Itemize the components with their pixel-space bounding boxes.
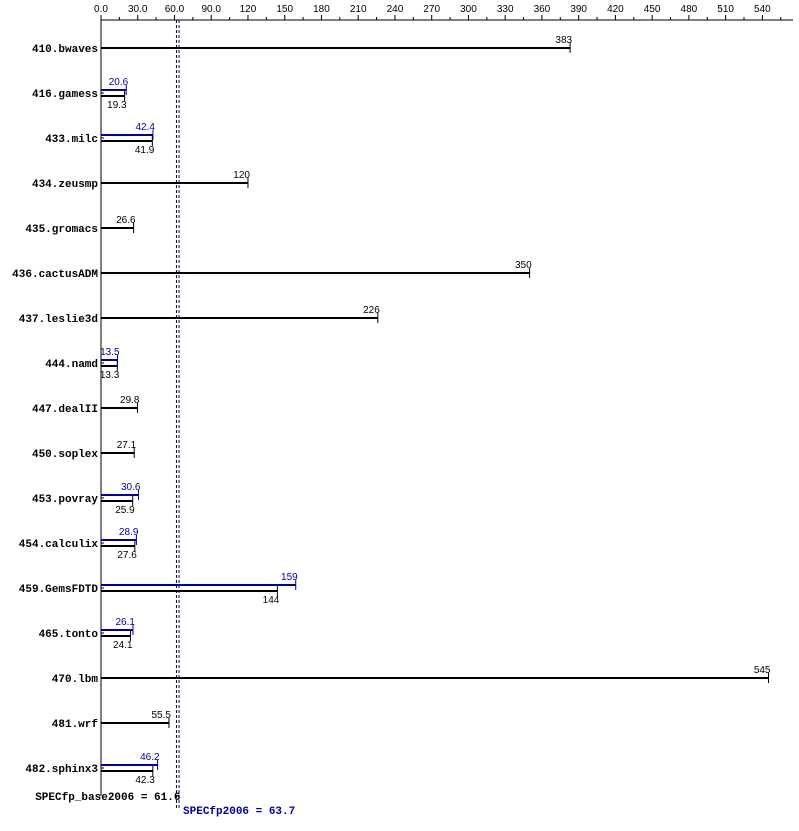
benchmark-label: 437.leslie3d: [19, 314, 98, 326]
benchmark-row: 447.dealII 29.8: [32, 395, 140, 416]
base-value-label: 24.1: [113, 640, 133, 651]
chart-svg: 0.0 30.0 60.0 90.0 120 150 180 210 240 270 300 330 3…: [0, 0, 799, 831]
benchmark-row: 459.GemsFDTD 144 159: [19, 572, 298, 606]
benchmark-row: 444.namd13.3 13.5: [45, 347, 120, 381]
footer-peak-label: SPECfp2006 = 63.7: [183, 806, 295, 818]
axis-tick-label: 60.0: [165, 4, 185, 15]
benchmark-label: 465.tonto: [39, 629, 99, 641]
benchmark-row: 465.tonto 24.1 26.1: [39, 617, 136, 651]
benchmark-row: 433.milc 41.9 42.4: [45, 122, 155, 156]
axis-tick-label: 360: [534, 4, 551, 15]
benchmark-label: 470.lbm: [52, 674, 99, 686]
benchmark-row: 481.wrf 55.5: [52, 710, 172, 731]
benchmark-row: 435.gromacs 26.6: [25, 215, 136, 236]
benchmark-row: 450.soplex 27.1: [32, 440, 137, 461]
base-value-label: 42.3: [135, 775, 155, 786]
base-value-label: 27.6: [117, 550, 137, 561]
peak-value-label: 13.5: [100, 347, 120, 358]
spec-chart: 0.0 30.0 60.0 90.0 120 150 180 210 240 270 300 330 3…: [0, 0, 799, 831]
benchmark-row: 410.bwaves 383: [32, 35, 573, 56]
benchmark-label: 433.milc: [45, 134, 98, 146]
axis-tick-label: 480: [681, 4, 698, 15]
axis-tick-label: 390: [570, 4, 587, 15]
base-value-label: 545: [754, 665, 771, 676]
benchmark-row: 453.povray 25.9 30.6: [32, 482, 141, 516]
base-value-label: 55.5: [152, 710, 172, 721]
axis-tick-label: 0.0: [94, 4, 108, 15]
benchmark-label: 459.GemsFDTD: [19, 584, 99, 596]
axis-tick-label: 210: [350, 4, 367, 15]
base-value-label: 29.8: [120, 395, 140, 406]
base-value-label: 226: [363, 305, 380, 316]
x-axis: 0.0 30.0 60.0 90.0 120 150 180 210 240 270 300 330 3…: [94, 4, 793, 20]
benchmark-label: 481.wrf: [52, 719, 99, 731]
axis-tick-label: 330: [497, 4, 514, 15]
base-value-label: 350: [515, 260, 532, 271]
benchmark-label: 453.povray: [32, 494, 98, 506]
base-value-label: 26.6: [116, 215, 136, 226]
axis-tick-label: 120: [240, 4, 257, 15]
axis-tick-label: 90.0: [201, 4, 221, 15]
benchmark-row: 470.lbm 545: [52, 665, 771, 686]
base-value-label: 19.3: [107, 100, 127, 111]
axis-tick-label: 240: [387, 4, 404, 15]
benchmarks: 410.bwaves383416.gamess19.320.6433.milc4…: [12, 35, 771, 786]
axis-tick-label: 270: [423, 4, 440, 15]
benchmark-label: 434.zeusmp: [32, 179, 98, 191]
base-value-label: 120: [233, 170, 250, 181]
base-value-label: 41.9: [135, 145, 155, 156]
peak-value-label: 30.6: [121, 482, 141, 493]
benchmark-row: 434.zeusmp 120: [32, 170, 250, 191]
base-value-label: 13.3: [100, 370, 120, 381]
benchmark-label: 435.gromacs: [25, 224, 98, 236]
peak-value-label: 42.4: [135, 122, 155, 133]
benchmark-label: 447.dealII: [32, 404, 98, 416]
axis-tick-label: 420: [607, 4, 624, 15]
axis-tick-label: 510: [717, 4, 734, 15]
benchmark-row: 436.cactusADM 350: [12, 260, 532, 281]
benchmark-row: 437.leslie3d 226: [19, 305, 380, 326]
axis-tick-label: 540: [754, 4, 771, 15]
benchmark-row: 416.gamess 19.3 20.6: [32, 77, 129, 111]
axis-tick-label: 30.0: [128, 4, 148, 15]
benchmark-label: 410.bwaves: [32, 44, 98, 56]
base-value-label: 383: [555, 35, 572, 46]
benchmark-label: 482.sphinx3: [25, 764, 98, 776]
peak-value-label: 26.1: [115, 617, 135, 628]
benchmark-label: 436.cactusADM: [12, 269, 98, 281]
peak-value-label: 20.6: [109, 77, 129, 88]
axis-tick-label: 450: [644, 4, 661, 15]
base-value-label: 144: [263, 595, 280, 606]
footer-base-label: SPECfp_base2006 = 61.6: [35, 792, 180, 804]
base-value-label: 27.1: [117, 440, 137, 451]
benchmark-label: 454.calculix: [19, 539, 99, 551]
benchmark-label: 444.namd: [45, 359, 98, 371]
axis-tick-label: 150: [276, 4, 293, 15]
benchmark-label: 416.gamess: [32, 89, 98, 101]
peak-value-label: 159: [281, 572, 298, 583]
base-value-label: 25.9: [115, 505, 135, 516]
peak-value-label: 28.9: [119, 527, 139, 538]
benchmark-row: 482.sphinx3 42.3 46.2: [25, 752, 160, 786]
axis-tick-label: 300: [460, 4, 477, 15]
peak-value-label: 46.2: [140, 752, 160, 763]
benchmark-row: 454.calculix 27.6 28.9: [19, 527, 139, 561]
axis-tick-label: 180: [313, 4, 330, 15]
benchmark-label: 450.soplex: [32, 449, 98, 461]
